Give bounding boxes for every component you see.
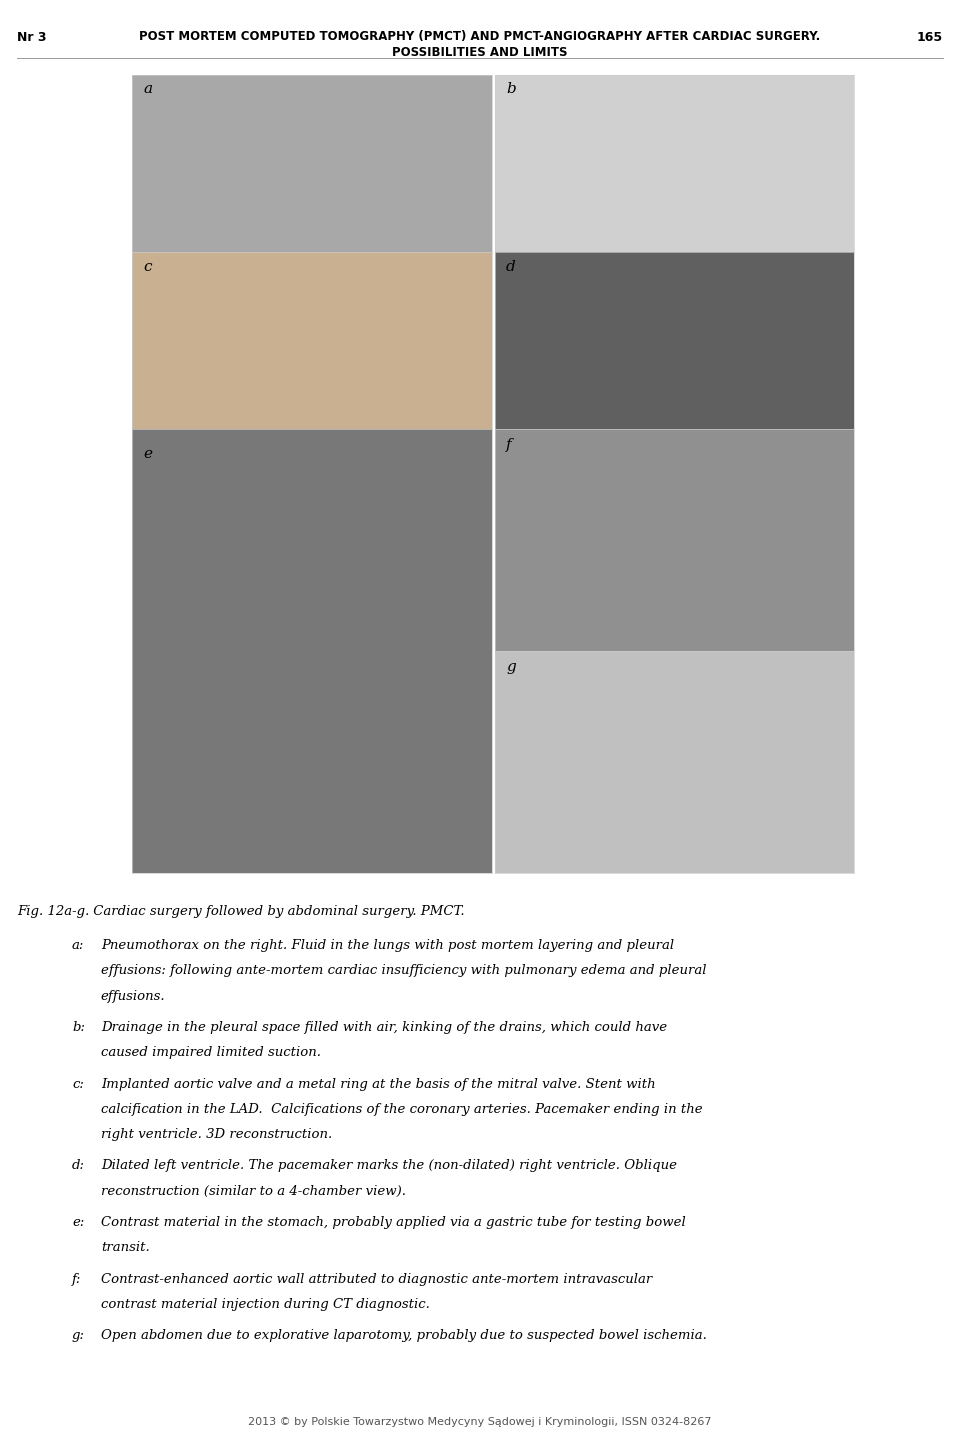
Text: f:: f: — [72, 1273, 82, 1286]
Text: Nr 3: Nr 3 — [17, 32, 47, 44]
Text: effusions.: effusions. — [101, 990, 165, 1003]
Text: POSSIBILITIES AND LIMITS: POSSIBILITIES AND LIMITS — [393, 46, 567, 58]
Text: d: d — [506, 260, 516, 274]
Text: POST MORTEM COMPUTED TOMOGRAPHY (PMCT) AND PMCT-ANGIOGRAPHY AFTER CARDIAC SURGER: POST MORTEM COMPUTED TOMOGRAPHY (PMCT) A… — [139, 29, 821, 42]
Text: transit.: transit. — [101, 1241, 150, 1254]
Text: b:: b: — [72, 1021, 85, 1034]
Text: d:: d: — [72, 1160, 85, 1173]
Text: right ventricle. 3D reconstruction.: right ventricle. 3D reconstruction. — [101, 1128, 332, 1141]
Text: g: g — [506, 660, 516, 674]
Text: 165: 165 — [917, 32, 943, 44]
Text: Fig. 12a-g.: Fig. 12a-g. — [17, 905, 89, 918]
Text: Pneumothorax on the right. Fluid in the lungs with post mortem layering and pleu: Pneumothorax on the right. Fluid in the … — [101, 940, 674, 953]
Text: Implanted aortic valve and a metal ring at the basis of the mitral valve. Stent : Implanted aortic valve and a metal ring … — [101, 1077, 656, 1090]
Text: b: b — [506, 83, 516, 97]
Text: Drainage in the pleural space filled with air, kinking of the drains, which coul: Drainage in the pleural space filled wit… — [101, 1021, 667, 1034]
Text: Contrast material in the stomach, probably applied via a gastric tube for testin: Contrast material in the stomach, probab… — [101, 1217, 685, 1230]
Text: e:: e: — [72, 1217, 84, 1230]
Text: c:: c: — [72, 1077, 84, 1090]
Text: c: c — [143, 260, 152, 274]
Text: f: f — [506, 438, 512, 452]
Text: Open abdomen due to explorative laparotomy, probably due to suspected bowel isch: Open abdomen due to explorative laparoto… — [101, 1330, 707, 1343]
Text: Cardiac surgery followed by abdominal surgery. PMCT.: Cardiac surgery followed by abdominal su… — [89, 905, 465, 918]
Text: reconstruction (similar to a 4-chamber view).: reconstruction (similar to a 4-chamber v… — [101, 1185, 406, 1198]
Text: 2013 © by Polskie Towarzystwo Medycyny Sądowej i Kryminologii, ISSN 0324-8267: 2013 © by Polskie Towarzystwo Medycyny S… — [249, 1417, 711, 1427]
Text: a: a — [143, 83, 153, 97]
Text: caused impaired limited suction.: caused impaired limited suction. — [101, 1047, 321, 1060]
Text: a:: a: — [72, 940, 84, 953]
Text: g:: g: — [72, 1330, 85, 1343]
Text: Dilated left ventricle. The pacemaker marks the (non-dilated) right ventricle. O: Dilated left ventricle. The pacemaker ma… — [101, 1160, 677, 1173]
Text: effusions: following ante-mortem cardiac insufficiency with pulmonary edema and : effusions: following ante-mortem cardiac… — [101, 964, 707, 977]
Text: contrast material injection during CT diagnostic.: contrast material injection during CT di… — [101, 1298, 430, 1311]
Text: e: e — [143, 447, 153, 461]
Text: calcification in the LAD.  Calcifications of the coronary arteries. Pacemaker en: calcification in the LAD. Calcifications… — [101, 1103, 703, 1116]
Text: Contrast-enhanced aortic wall attributed to diagnostic ante-mortem intravascular: Contrast-enhanced aortic wall attributed… — [101, 1273, 652, 1286]
